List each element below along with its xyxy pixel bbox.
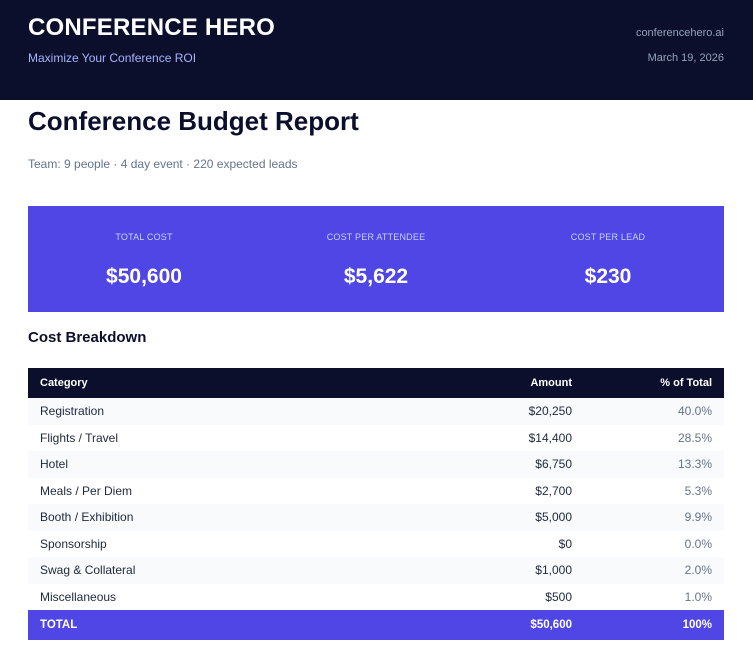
column-header-amount: Amount bbox=[408, 368, 584, 398]
report-summary: Team: 9 people · 4 day event · 220 expec… bbox=[28, 157, 298, 171]
cell-percent: 5.3% bbox=[584, 477, 724, 504]
stat-label: COST PER LEAD bbox=[570, 232, 646, 242]
cell-percent: 0.0% bbox=[584, 530, 724, 557]
cell-percent: 40.0% bbox=[584, 398, 724, 425]
cell-category: Sponsorship bbox=[28, 530, 408, 557]
cell-amount: $0 bbox=[408, 530, 584, 557]
cell-amount: $14,400 bbox=[408, 424, 584, 451]
report-header: CONFERENCE HERO Maximize Your Conference… bbox=[0, 0, 753, 100]
total-percent: 100% bbox=[584, 610, 724, 640]
table-row: Meals / Per Diem $2,700 5.3% bbox=[28, 477, 724, 504]
cell-percent: 28.5% bbox=[584, 424, 724, 451]
brand-title: CONFERENCE HERO bbox=[28, 14, 276, 41]
cell-percent: 9.9% bbox=[584, 504, 724, 531]
cell-category: Registration bbox=[28, 398, 408, 425]
cell-percent: 13.3% bbox=[584, 451, 724, 478]
cell-category: Hotel bbox=[28, 451, 408, 478]
stat-cost-per-attendee: COST PER ATTENDEE $5,622 bbox=[260, 206, 492, 312]
table-row: Swag & Collateral $1,000 2.0% bbox=[28, 557, 724, 584]
brand-tagline: Maximize Your Conference ROI bbox=[28, 51, 197, 65]
table-row: Registration $20,250 40.0% bbox=[28, 398, 724, 425]
total-amount: $50,600 bbox=[408, 610, 584, 640]
cell-amount: $500 bbox=[408, 583, 584, 610]
stat-total-cost: TOTAL COST $50,600 bbox=[28, 206, 260, 312]
table-row: Booth / Exhibition $5,000 9.9% bbox=[28, 504, 724, 531]
cell-percent: 2.0% bbox=[584, 557, 724, 584]
cell-category: Miscellaneous bbox=[28, 583, 408, 610]
table-row: Sponsorship $0 0.0% bbox=[28, 530, 724, 557]
report-date: March 19, 2026 bbox=[647, 52, 724, 64]
section-title: Cost Breakdown bbox=[28, 329, 147, 346]
table-row: Flights / Travel $14,400 28.5% bbox=[28, 424, 724, 451]
cell-percent: 1.0% bbox=[584, 583, 724, 610]
stat-label: TOTAL COST bbox=[115, 232, 173, 242]
cell-amount: $1,000 bbox=[408, 557, 584, 584]
cell-amount: $6,750 bbox=[408, 451, 584, 478]
cell-amount: $20,250 bbox=[408, 398, 584, 425]
stat-label: COST PER ATTENDEE bbox=[326, 232, 426, 242]
cell-category: Booth / Exhibition bbox=[28, 504, 408, 531]
page-title: Conference Budget Report bbox=[28, 106, 359, 136]
summary-stats: TOTAL COST $50,600 COST PER ATTENDEE $5,… bbox=[28, 206, 724, 312]
table-total-row: TOTAL $50,600 100% bbox=[28, 610, 724, 640]
stat-cost-per-lead: COST PER LEAD $230 bbox=[492, 206, 724, 312]
cell-category: Flights / Travel bbox=[28, 424, 408, 451]
site-link[interactable]: conferencehero.ai bbox=[635, 27, 724, 39]
cell-amount: $5,000 bbox=[408, 504, 584, 531]
column-header-category: Category bbox=[28, 368, 408, 398]
table-row: Hotel $6,750 13.3% bbox=[28, 451, 724, 478]
table-row: Miscellaneous $500 1.0% bbox=[28, 583, 724, 610]
stat-value: $230 bbox=[584, 265, 632, 288]
table-header-row: Category Amount % of Total bbox=[28, 368, 724, 398]
cell-category: Meals / Per Diem bbox=[28, 477, 408, 504]
column-header-percent: % of Total bbox=[584, 368, 724, 398]
cell-category: Swag & Collateral bbox=[28, 557, 408, 584]
stat-value: $5,622 bbox=[343, 265, 409, 288]
total-label: TOTAL bbox=[28, 610, 408, 640]
stat-value: $50,600 bbox=[106, 265, 182, 288]
cell-amount: $2,700 bbox=[408, 477, 584, 504]
cost-breakdown-table: Category Amount % of Total Registration … bbox=[28, 368, 724, 640]
